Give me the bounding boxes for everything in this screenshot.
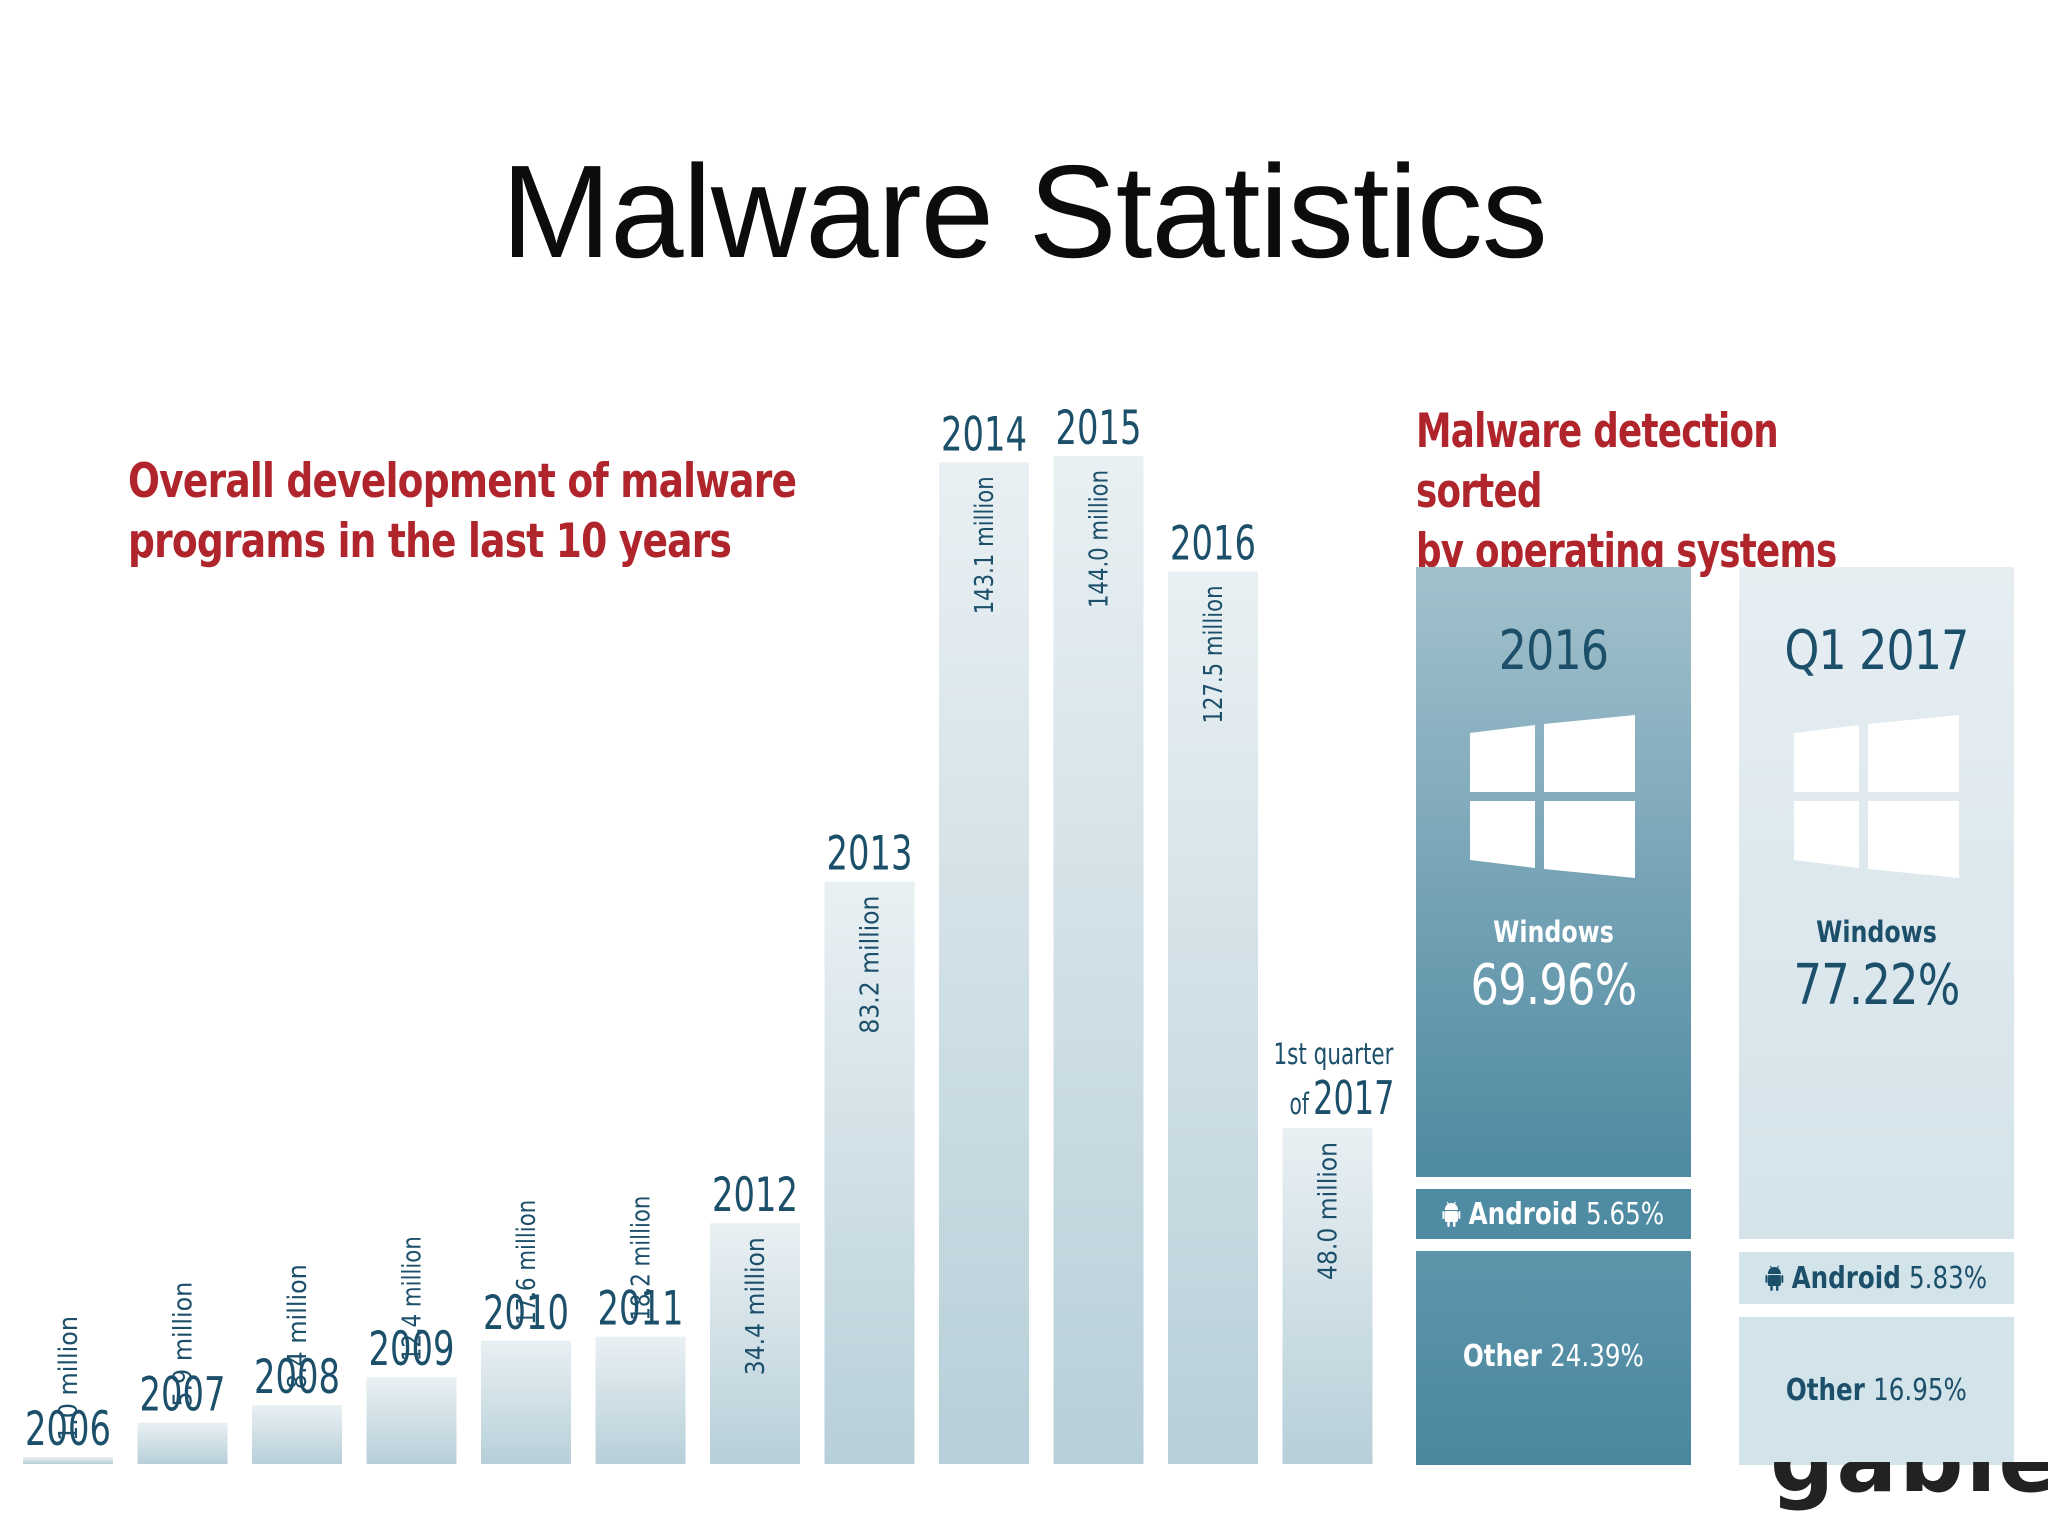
category-label: 2016 [1170, 517, 1256, 572]
os-android-row: Android 5.65% [1416, 1189, 1691, 1239]
bar-2012 [710, 1223, 800, 1464]
chart-title-line: Overall development of malware [128, 454, 797, 509]
bar-2009 [366, 1377, 457, 1464]
windows-logo-icon [1794, 715, 1959, 878]
bar-value-label: 48.0 million [1314, 1142, 1344, 1280]
os-breakdown-q1-2017: Q1 2017 Windows 77.22% Android 5.83% [1739, 567, 2014, 1465]
os-windows-value: 69.96% [1470, 953, 1637, 1018]
os-segment-windows [1739, 567, 2014, 1239]
bar-2010 [481, 1340, 571, 1464]
category-label: 2010 [483, 1286, 569, 1341]
bar-value-label: 143.1 million [970, 476, 1000, 614]
os-other-label: Other [1785, 1372, 1865, 1408]
bar-2011 [595, 1336, 686, 1464]
os-breakdown-2016: 2016 Windows 69.96% Android 5.65% Ot [1416, 567, 1691, 1465]
os-other-label: Other [1462, 1338, 1542, 1374]
chart-title-line: programs in the last 10 years [128, 514, 732, 569]
bar-value-label: 5.9 million [169, 1282, 199, 1407]
android-icon [1765, 1265, 1784, 1291]
os-android-label: Android [1468, 1196, 1579, 1232]
watermark-logo: gable [1770, 1462, 2048, 1536]
category-label: 2007 [140, 1368, 226, 1423]
bar-2014 [939, 462, 1029, 1464]
os-windows-label: Windows [1493, 915, 1614, 949]
category-label: 2013 [827, 827, 913, 882]
category-label: 2014 [941, 407, 1027, 462]
bar-value-label: 1.0 million [54, 1316, 84, 1441]
category-label: 2009 [369, 1322, 455, 1377]
bar-1st-quarter-of-2017 [1282, 1128, 1373, 1464]
bar-value-label: 18.2 million [627, 1196, 657, 1321]
os-android-value: 5.83% [1909, 1260, 1988, 1296]
os-other-value: 16.95% [1873, 1372, 1967, 1408]
bar-value-label: 127.5 million [1199, 586, 1229, 724]
os-period-label: 2016 [1498, 619, 1609, 682]
category-label: 2015 [1056, 401, 1142, 456]
os-segment-windows [1416, 567, 1691, 1177]
category-label-prefix: 1st quarter [1274, 1037, 1394, 1071]
slide-title: Malware Statistics [501, 138, 1548, 285]
bar-2013 [824, 881, 915, 1464]
os-segment-other [1416, 1251, 1691, 1465]
os-android-row: Android 5.83% [1739, 1252, 2014, 1304]
os-segment-other [1739, 1317, 2014, 1465]
os-android-value: 5.65% [1586, 1196, 1665, 1232]
bar-2007 [137, 1422, 228, 1464]
bar-value-label: 12.4 million [398, 1236, 428, 1361]
category-label: 2011 [598, 1282, 684, 1337]
bar-value-label: 17.6 million [512, 1200, 542, 1325]
bar-value-label: 8.4 million [283, 1264, 313, 1389]
category-label: 2008 [254, 1350, 340, 1405]
chart-title-line: Malware detection sorted [1416, 404, 1779, 519]
os-other-row: Other 16.95% [1739, 1365, 2014, 1415]
windows-logo-icon [1470, 715, 1635, 878]
os-segment-android [1416, 1189, 1691, 1239]
os-other-value: 24.39% [1550, 1338, 1644, 1374]
bar-value-label: 34.4 million [741, 1237, 771, 1375]
bar-2006 [23, 1457, 113, 1464]
bar-value-label: 83.2 million [856, 896, 886, 1034]
bar-value-label: 144.0 million [1085, 470, 1115, 608]
bar-2016 [1168, 571, 1258, 1464]
watermark-text: gable [1770, 1462, 2048, 1506]
bar-2008 [252, 1405, 342, 1464]
os-windows-value: 77.22% [1793, 953, 1960, 1018]
category-label: 2006 [25, 1402, 111, 1457]
os-windows-label: Windows [1816, 915, 1937, 949]
chart-title-growth: Overall development of malware programs … [128, 452, 797, 572]
category-label: 2012 [712, 1168, 798, 1223]
os-period-label: Q1 2017 [1784, 619, 1969, 682]
bar-2015 [1053, 456, 1144, 1464]
category-label: of2017 [1290, 1071, 1395, 1125]
os-other-row: Other 24.39% [1416, 1331, 1691, 1381]
chart-title-os: Malware detection sorted by operating sy… [1416, 402, 1896, 582]
android-icon [1442, 1201, 1461, 1227]
os-android-label: Android [1791, 1260, 1902, 1296]
os-segment-android [1739, 1252, 2014, 1304]
